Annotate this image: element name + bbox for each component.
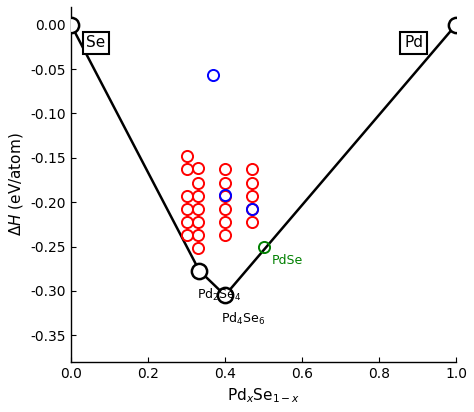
Text: Pd: Pd <box>404 35 423 50</box>
Y-axis label: $\Delta H$ (eV/atom): $\Delta H$ (eV/atom) <box>7 133 25 236</box>
X-axis label: Pd$_x$Se$_{1-x}$: Pd$_x$Se$_{1-x}$ <box>227 386 300 405</box>
Text: Pd$_4$Se$_6$: Pd$_4$Se$_6$ <box>221 311 265 328</box>
Text: Se: Se <box>86 35 106 50</box>
Text: PdSe: PdSe <box>272 254 303 267</box>
Text: Pd$_2$Se$_4$: Pd$_2$Se$_4$ <box>197 286 242 302</box>
